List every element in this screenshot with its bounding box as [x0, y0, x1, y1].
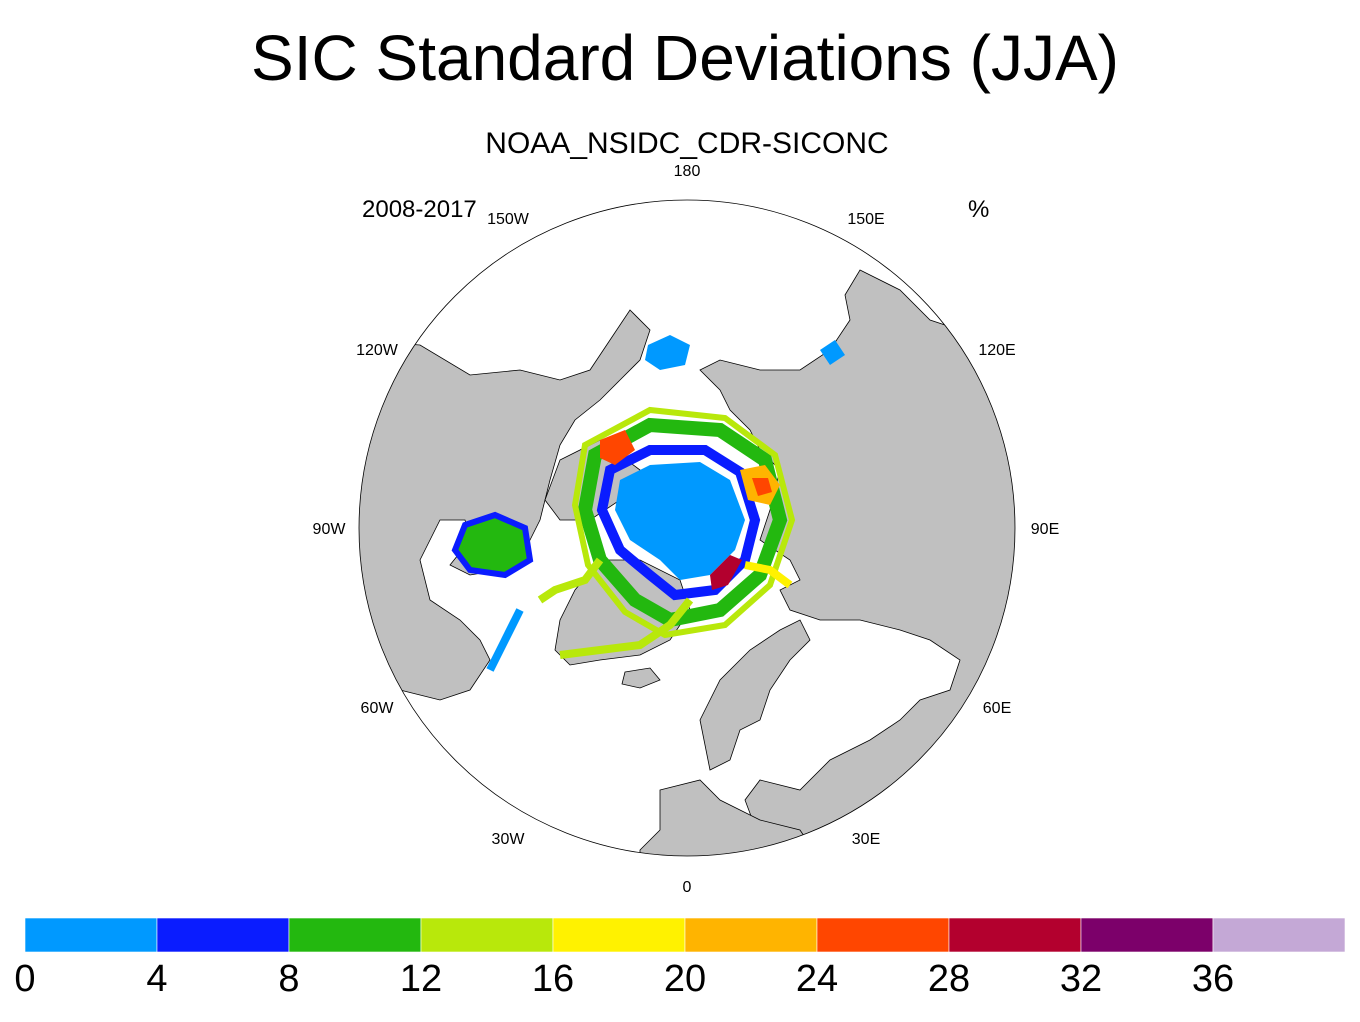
colorbar-swatch	[1080, 917, 1214, 953]
colorbar-tick-label: 16	[532, 958, 574, 1000]
period-label: 2008-2017	[362, 196, 477, 223]
sic-ring-12-16	[571, 406, 796, 639]
colorbar-swatch	[24, 917, 158, 953]
map-title: SIC Standard Deviations (JJA)	[251, 22, 1119, 94]
longitude-label: 120E	[978, 342, 1015, 359]
map-boundary	[358, 199, 1016, 857]
dataset-subtitle: NOAA_NSIDC_CDR-SICONC	[485, 127, 889, 160]
longitude-label: 150W	[487, 211, 530, 228]
colorbar-tick-label: 36	[1192, 958, 1234, 1000]
colorbar-swatch	[1212, 917, 1346, 953]
sic-bering	[645, 335, 690, 370]
colorbar-swatch	[684, 917, 818, 953]
colorbar-swatch	[288, 917, 422, 953]
colorbar-swatch	[948, 917, 1082, 953]
longitude-label: 60E	[983, 700, 1011, 717]
polar-map: 180 150E 120E 90E 60E 30E 0 30W 60W 90W 120W 150W	[313, 163, 1060, 896]
land-scandinavia	[699, 619, 811, 771]
colorbar-swatch	[420, 917, 554, 953]
sic-core	[615, 462, 745, 580]
longitude-label: 0	[683, 879, 692, 896]
sic-hotspot-kara	[710, 555, 742, 590]
longitude-label: 90E	[1031, 521, 1059, 538]
longitude-label: 90W	[313, 521, 347, 538]
longitude-label: 30E	[852, 831, 880, 848]
sic-labrador	[486, 608, 524, 672]
longitude-label: 30W	[492, 831, 526, 848]
longitude-label: 120W	[356, 342, 399, 359]
sic-ring-8-12	[577, 417, 788, 628]
colorbar-tick-label: 8	[278, 958, 299, 1000]
sic-barents	[744, 561, 793, 589]
sic-east-greenland	[559, 597, 694, 659]
colorbar-tick-label: 24	[796, 958, 838, 1000]
colorbar-swatch	[552, 917, 686, 953]
sic-hotspot-beaufort	[600, 430, 635, 465]
colorbar-swatch	[816, 917, 950, 953]
colorbar-tick-label: 4	[146, 958, 167, 1000]
colorbar-tick-label: 12	[400, 958, 442, 1000]
sic-baffin	[537, 557, 604, 604]
colorbar-tick-label: 0	[14, 958, 35, 1000]
longitude-labels: 180 150E 120E 90E 60E 30E 0 30W 60W 90W 120W 150W	[313, 163, 1060, 896]
colorbar-tick-label: 28	[928, 958, 970, 1000]
sic-okhotsk	[820, 340, 845, 365]
longitude-label: 60W	[361, 700, 395, 717]
colorbar-swatch	[156, 917, 290, 953]
sic-hudson-bay	[451, 511, 534, 579]
colorbar-tick-label: 20	[664, 958, 706, 1000]
land-iceland	[621, 667, 661, 689]
units-label: %	[968, 196, 990, 223]
colorbar-tick-label: 32	[1060, 958, 1102, 1000]
longitude-label: 150E	[847, 211, 884, 228]
longitude-label: 180	[674, 163, 701, 180]
sic-hotspot-laptev-core	[752, 478, 772, 496]
